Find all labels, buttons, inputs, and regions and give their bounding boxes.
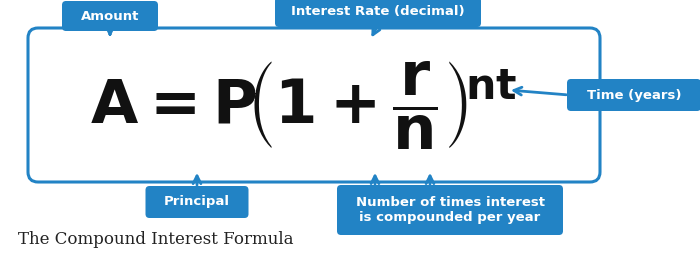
FancyBboxPatch shape <box>337 185 563 235</box>
FancyBboxPatch shape <box>28 28 600 182</box>
FancyBboxPatch shape <box>567 79 700 111</box>
FancyBboxPatch shape <box>146 186 248 218</box>
Text: Time (years): Time (years) <box>587 88 681 102</box>
Text: Interest Rate (decimal): Interest Rate (decimal) <box>291 6 465 19</box>
FancyBboxPatch shape <box>275 0 481 27</box>
Text: Principal: Principal <box>164 196 230 209</box>
Text: The Compound Interest Formula: The Compound Interest Formula <box>18 231 293 248</box>
FancyBboxPatch shape <box>62 1 158 31</box>
Text: Amount: Amount <box>80 9 139 23</box>
Text: $\mathbf{A = P\!\left(1+\dfrac{r}{n}\right)^{\!\mathbf{nt}}}$: $\mathbf{A = P\!\left(1+\dfrac{r}{n}\rig… <box>90 59 518 151</box>
Text: Number of times interest
is compounded per year: Number of times interest is compounded p… <box>356 196 545 224</box>
